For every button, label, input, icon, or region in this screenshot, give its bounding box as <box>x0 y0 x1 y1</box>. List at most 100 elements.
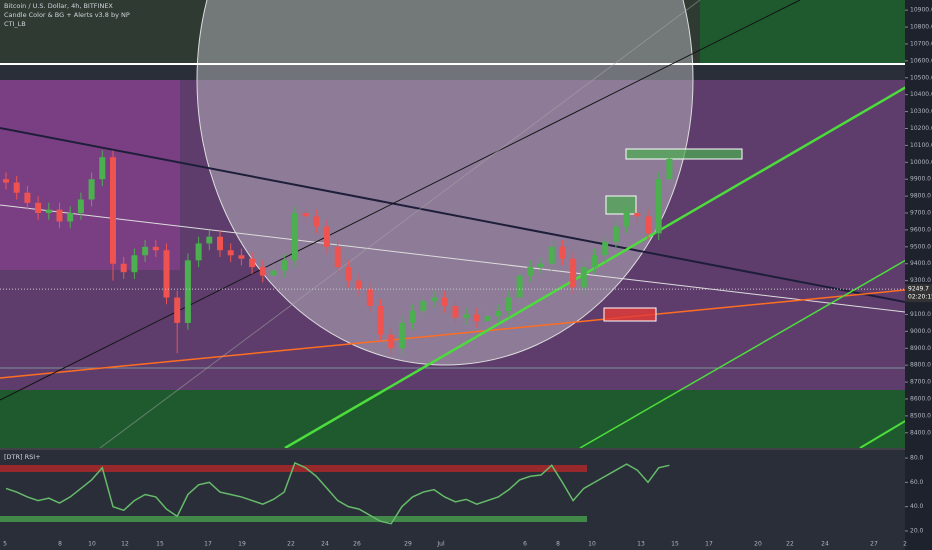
x-tick-label: 27 <box>870 541 878 548</box>
y-tick-label: 9600.0 <box>910 226 931 233</box>
trend <box>284 86 905 448</box>
candle-body <box>259 267 266 276</box>
candle-body <box>452 305 459 318</box>
last-price: 9249.7 <box>908 286 929 293</box>
candle-body <box>409 311 416 323</box>
candle-body <box>13 182 20 193</box>
candle-body <box>238 255 245 259</box>
candle-body <box>580 267 587 288</box>
candle-body <box>313 216 320 227</box>
candle-body <box>152 246 159 251</box>
zone <box>0 390 905 448</box>
candle-body <box>174 297 181 323</box>
candle-body <box>666 158 673 180</box>
candle-body <box>559 246 566 259</box>
trend <box>859 419 905 448</box>
candle-body <box>527 267 534 276</box>
arc <box>196 0 694 366</box>
x-tick-label: 26 <box>353 541 361 548</box>
rsi-line <box>5 461 670 525</box>
candle-body <box>484 316 491 322</box>
x-tick-label: 19 <box>238 541 246 548</box>
indicator: Candle Color & BG + Alerts v3.8 by NP <box>4 11 130 19</box>
trend <box>579 259 905 448</box>
x-tick-label: 22 <box>287 541 295 548</box>
candle-body <box>463 314 470 318</box>
y-tick-label: 8400.0 <box>910 429 931 436</box>
trend <box>0 289 905 379</box>
y-tick-label: 9100.0 <box>910 311 931 318</box>
x-tick-label: 10 <box>88 541 96 548</box>
candle-body <box>163 250 170 298</box>
candle-body <box>431 297 437 301</box>
candle-body <box>3 179 9 183</box>
x-tick-label: 12 <box>121 541 129 548</box>
candle-body <box>366 289 373 306</box>
y-tick-label: 9400.0 <box>910 260 931 267</box>
candle-body <box>645 216 651 234</box>
candle-body <box>591 255 598 268</box>
y-tick-label: 10000.0 <box>910 159 932 166</box>
x-tick-label: 2 <box>903 541 907 548</box>
candle-body <box>388 334 395 349</box>
rsi-tick-label: 20.0 <box>910 527 924 534</box>
candle-body <box>56 209 63 222</box>
candle-body <box>495 311 502 317</box>
x-tick-label: 15 <box>156 541 164 548</box>
x-tick-label: 8 <box>58 541 62 548</box>
y-tick-label: 9700.0 <box>910 210 931 217</box>
price-axis <box>905 0 932 550</box>
candle-body <box>612 226 619 242</box>
y-tick-label: 10200.0 <box>910 125 932 132</box>
y-tick-label: 8700.0 <box>910 379 931 386</box>
candle-body <box>227 250 234 256</box>
y-tick-label: 10700.0 <box>910 40 932 47</box>
box <box>625 148 743 160</box>
rsi-tick-label: 40.0 <box>910 503 924 510</box>
x-tick-label: 8 <box>556 541 560 548</box>
x-tick-label: 17 <box>204 541 212 548</box>
symbol: Bitcoin / U.S. Dollar, 4h, BITFINEX <box>4 2 113 10</box>
y-tick-label: 10600.0 <box>910 57 932 64</box>
box <box>603 307 657 322</box>
trend <box>0 204 905 313</box>
candle-body <box>420 300 427 312</box>
candle-body <box>249 258 256 268</box>
x-tick-label: 22 <box>786 541 794 548</box>
y-tick-label: 10100.0 <box>910 142 932 149</box>
y-tick-label: 9000.0 <box>910 328 931 335</box>
y-tick-label: 9900.0 <box>910 176 931 183</box>
last-price-tag <box>905 284 932 303</box>
trend <box>99 0 701 448</box>
rsi-tick-label: 60.0 <box>910 479 924 486</box>
y-tick-label: 10800.0 <box>910 24 932 31</box>
y-tick-label: 10900.0 <box>910 7 932 14</box>
candle-body <box>655 179 662 234</box>
y-tick-label: 8800.0 <box>910 362 931 369</box>
rsi-tick-label: 80.0 <box>910 455 924 462</box>
candle-body <box>67 213 74 222</box>
x-tick-label: Jul <box>436 541 445 548</box>
candle-body <box>334 246 341 268</box>
candle-body <box>142 246 149 256</box>
candle-body <box>356 280 363 290</box>
candle-body <box>291 213 298 261</box>
candle-body <box>505 297 512 312</box>
y-tick-label: 10300.0 <box>910 108 932 115</box>
timer: 02:20:15 <box>908 294 932 301</box>
rsi-band <box>0 516 587 522</box>
x-tick-label: 6 <box>523 541 527 548</box>
study: CTI_LB <box>4 20 26 28</box>
trend <box>0 127 905 303</box>
candle-body <box>99 157 106 180</box>
candle-body <box>45 209 52 214</box>
x-tick-label: 20 <box>754 541 762 548</box>
x-tick-label: 15 <box>671 541 679 548</box>
candle-body <box>88 179 95 200</box>
candle-body <box>195 243 202 261</box>
x-tick-label: 10 <box>588 541 596 548</box>
candle-body <box>120 263 127 273</box>
y-tick-label: 8900.0 <box>910 345 931 352</box>
candle-body <box>77 199 84 214</box>
